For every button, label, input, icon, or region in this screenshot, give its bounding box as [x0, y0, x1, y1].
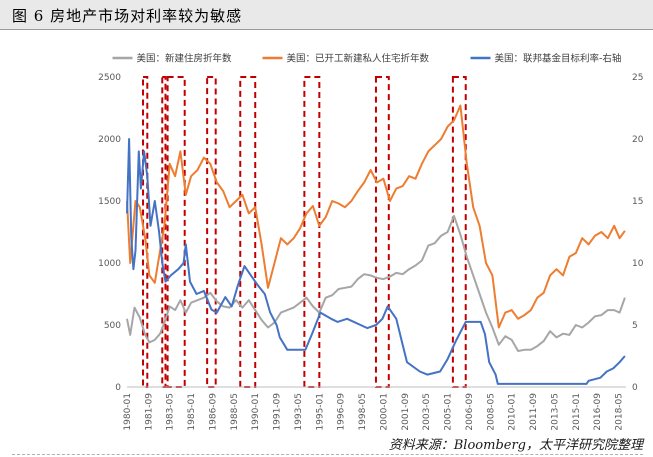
left-axis-tick-label: 2000 — [98, 135, 121, 145]
source-divider — [12, 454, 643, 455]
source-note: 资料来源：Bloomberg，太平洋研究院整理 — [388, 438, 643, 453]
x-axis-tick-label: 2011-09 — [529, 393, 539, 430]
axes: 0 500 1000 1500 2000 2500 0 5 10 15 20 25 1980-01 198… — [98, 73, 644, 430]
chart: 美国：新建住房折年数 美国：已开工新建私人住宅折年数 美国：联邦基金目标利率-右轴 … — [98, 53, 644, 431]
right-axis-tick-label: 20 — [632, 135, 644, 145]
highlight-period-box — [374, 76, 390, 388]
x-axis-tick-label: 1998-05 — [358, 393, 368, 430]
x-axis-tick-label: 1993-05 — [294, 393, 304, 430]
figure-number: 图 6 — [12, 7, 45, 25]
x-axis-tick-label: 1990-01 — [251, 393, 261, 430]
highlight-period-box — [303, 76, 321, 388]
legend-label: 美国：新建住房折年数 — [137, 53, 233, 65]
x-axis-tick-label: 1991-09 — [273, 393, 283, 430]
x-axis-tick-label: 2016-09 — [593, 393, 603, 430]
legend-label: 美国：联邦基金目标利率-右轴 — [495, 53, 622, 65]
x-axis-tick-label: 1983-05 — [166, 393, 176, 430]
x-axis-tick-label: 2018-05 — [615, 393, 625, 430]
left-axis-tick-label: 1500 — [98, 197, 121, 207]
x-axis-tick-label: 2003-05 — [422, 393, 432, 430]
right-axis-tick-label: 10 — [632, 259, 644, 269]
right-axis-tick-label: 5 — [632, 321, 638, 331]
figure-caption: 图 6 房地产市场对利率较为敏感 — [0, 0, 653, 30]
legend: 美国：新建住房折年数 美国：已开工新建私人住宅折年数 美国：联邦基金目标利率-右轴 — [112, 53, 622, 65]
x-axis-tick-label: 1995-01 — [315, 393, 325, 430]
figure-caption-text: 图 6 房地产市场对利率较为敏感 — [12, 5, 242, 26]
x-axis-tick-label: 1986-09 — [208, 393, 218, 430]
series-line-1 — [126, 104, 626, 329]
x-axis-tick-label: 2006-09 — [465, 393, 475, 430]
legend-label: 美国：已开工新建私人住宅折年数 — [287, 53, 430, 65]
x-axis-tick-label: 1981-09 — [144, 393, 154, 430]
series-layer — [126, 104, 626, 385]
left-axis-tick-label: 2500 — [98, 73, 121, 83]
highlight-period-box — [239, 76, 257, 388]
x-axis-tick-label: 1980-01 — [123, 393, 133, 430]
highlight-period-box — [451, 76, 467, 388]
x-axis-tick-label: 1985-01 — [187, 393, 197, 430]
x-axis-tick-label: 2005-01 — [444, 393, 454, 430]
right-axis-tick-label: 25 — [632, 73, 643, 83]
figure-title: 房地产市场对利率较为敏感 — [50, 7, 243, 25]
left-axis-tick-label: 0 — [115, 383, 121, 393]
series-line-2 — [126, 138, 626, 385]
highlight-period-box — [142, 76, 149, 388]
x-axis-tick-label: 2015-01 — [572, 393, 582, 430]
x-axis-tick-label: 2001-09 — [401, 393, 411, 430]
highlight-periods — [142, 76, 467, 388]
x-axis-tick-label: 2013-05 — [550, 393, 560, 430]
left-axis-tick-label: 1000 — [98, 259, 121, 269]
x-axis-tick-label: 2008-05 — [486, 393, 496, 430]
x-axis-tick-label: 2000-01 — [379, 393, 389, 430]
right-axis-tick-label: 15 — [632, 197, 643, 207]
highlight-period-box — [166, 76, 186, 388]
x-axis-tick-label: 1988-05 — [230, 393, 240, 430]
highlight-period-box — [206, 76, 217, 388]
x-axis-tick-label: 2010-01 — [508, 393, 518, 430]
left-axis-tick-label: 500 — [104, 321, 121, 331]
x-axis-tick-label: 1996-09 — [337, 393, 347, 430]
series-line-0 — [126, 214, 626, 352]
right-axis-tick-label: 0 — [632, 383, 638, 393]
